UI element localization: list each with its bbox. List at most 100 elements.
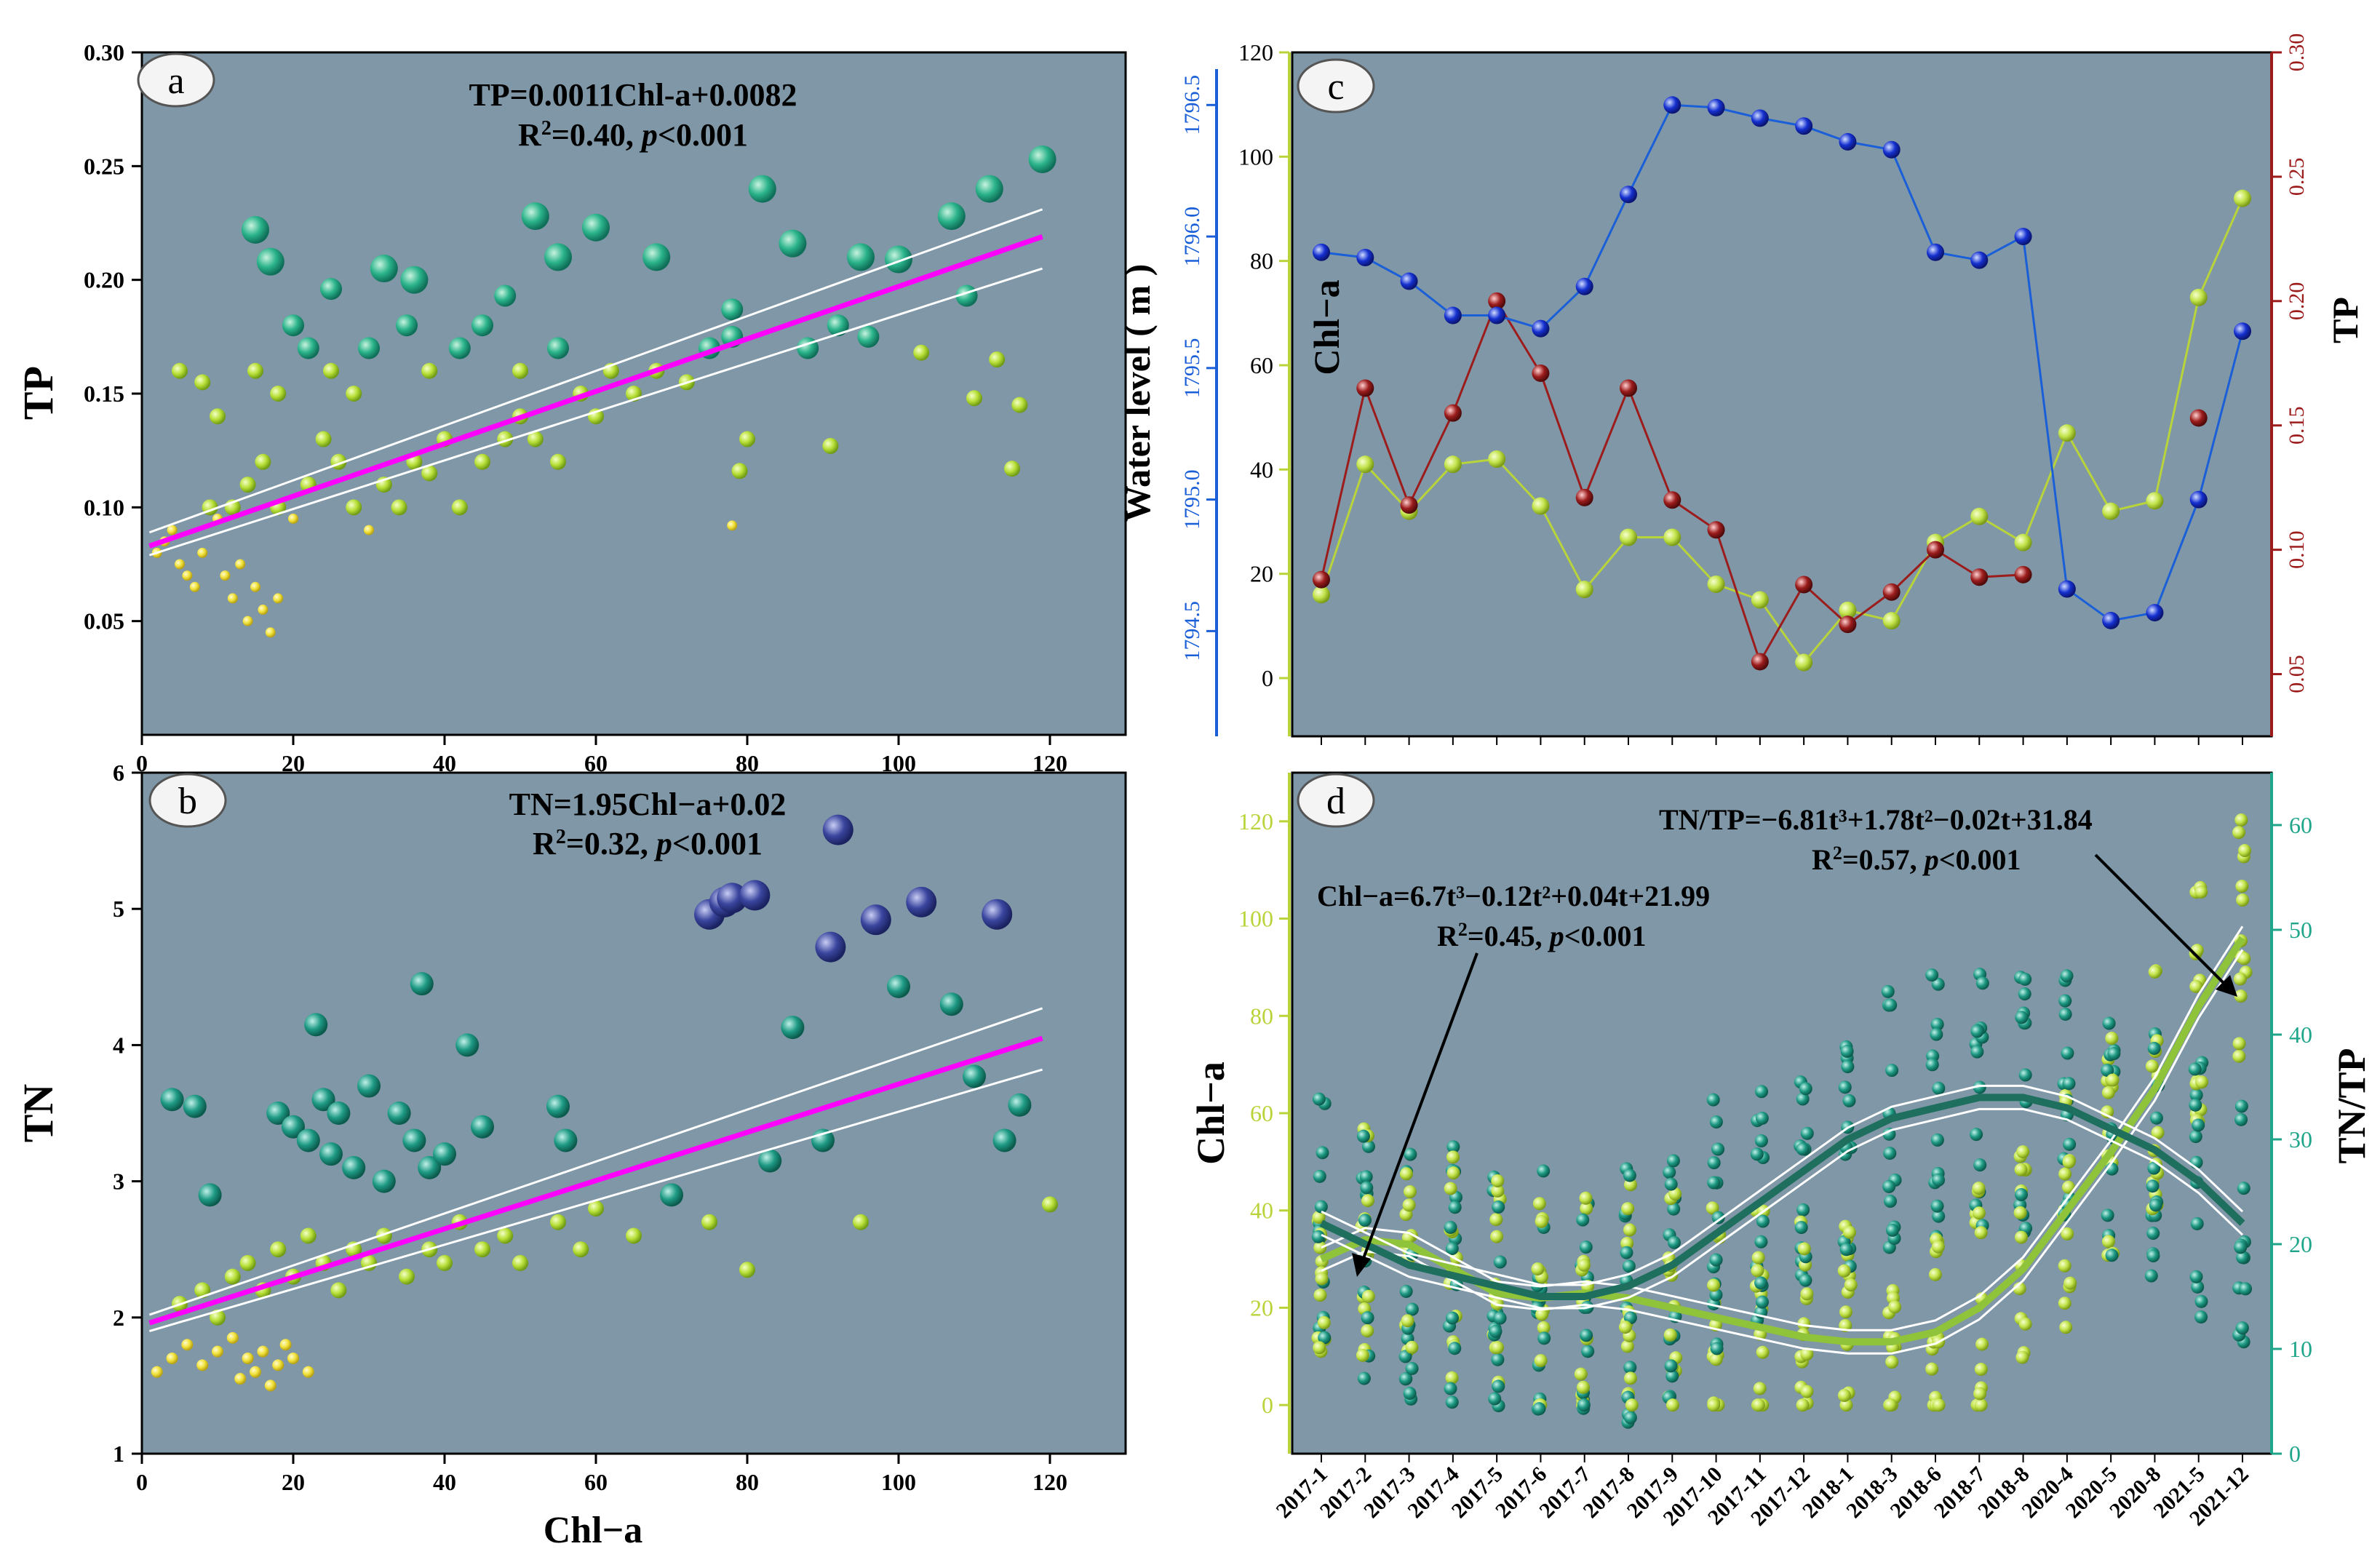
- panel-b-point: [739, 880, 771, 911]
- panel-a-point: [288, 513, 298, 524]
- panel-d-tntp-point: [1622, 1259, 1636, 1273]
- panel-d-chl-point: [1535, 1307, 1549, 1321]
- panel-b-point: [701, 1214, 717, 1230]
- panel-a-point: [265, 627, 276, 638]
- panel-a-point: [421, 465, 438, 482]
- panel-d-tntp-point: [2147, 1041, 2161, 1055]
- panel-c-chl-point: [1575, 581, 1593, 599]
- panel-label-a-badge: a: [137, 52, 215, 108]
- panel-b-point: [963, 1064, 986, 1088]
- panel-a-ytick-label: 0.30: [84, 39, 124, 65]
- panel-d-chl-point: [1574, 1367, 1588, 1381]
- panel-d-chl-point: [1620, 1339, 1634, 1353]
- panel-d-tntp-point: [1930, 1133, 1944, 1147]
- panel-a-equation: TP=0.0011Chl-a+0.0082: [469, 77, 797, 113]
- panel-a-point: [527, 431, 544, 447]
- panel-c-tp-point: [2014, 565, 2032, 584]
- panel-d-tntp-point: [1799, 1082, 1812, 1096]
- panel-d-chl-point: [1884, 1398, 1898, 1412]
- panel-c-tp-point: [1400, 496, 1418, 514]
- panel-b-point: [471, 1115, 494, 1139]
- panel-a-point: [550, 453, 566, 470]
- panel-d-chl-point: [1751, 1251, 1765, 1265]
- panel-b-point: [992, 1128, 1016, 1152]
- panel-b-point: [588, 1200, 604, 1217]
- panel-d-chl-point: [2015, 1350, 2029, 1364]
- panel-d-tntp-point: [1882, 1179, 1896, 1193]
- panel-b-point: [160, 1088, 184, 1112]
- panel-d-tntp-point: [1664, 1359, 1678, 1373]
- panel-c: 0 20 40 60 80 100 120 1794.5 1795.0 1795.5 1796.0 1…: [1180, 33, 2309, 745]
- panel-a-point: [1004, 461, 1020, 477]
- panel-d-tntp-point: [1620, 1246, 1633, 1259]
- panel-a-point: [210, 408, 226, 425]
- panel-d-chl-point: [2063, 1276, 2077, 1290]
- panel-d-tntp-point: [2191, 1280, 2205, 1294]
- panel-c-chl-tick-label: 60: [1250, 352, 1273, 378]
- panel-d-chl-point: [1756, 1345, 1770, 1359]
- panel-d-tntp-point: [1444, 1382, 1457, 1395]
- panel-d-right-tick-label: 0: [2289, 1441, 2301, 1467]
- panel-b-point: [573, 1241, 589, 1258]
- panel-d-tntp-point: [1711, 1211, 1725, 1224]
- panel-b-point: [210, 1309, 226, 1326]
- panel-b-point: [330, 1282, 347, 1299]
- panel-label-c: c: [1327, 66, 1344, 108]
- panel-c-chl-line: [1320, 198, 2244, 664]
- panel-d-chl-point: [2238, 844, 2252, 858]
- panel-c-ylabel-tp: TP: [2325, 297, 2365, 343]
- panel-d-chl-point: [1837, 1388, 1851, 1402]
- panel-b-point: [660, 1183, 683, 1207]
- panel-a-point: [270, 386, 287, 402]
- panel-d-tntp-point: [1663, 1166, 1676, 1179]
- panel-a-point: [748, 175, 776, 203]
- panel-d-chl-point: [2234, 989, 2248, 1003]
- panel-d-tntp-point: [1666, 1154, 1680, 1168]
- panel-d-chl-point: [2018, 1317, 2032, 1331]
- panel-c-wl-point: [2146, 604, 2164, 622]
- panel-b-point: [1042, 1196, 1058, 1213]
- panel-d-plot-area: [1291, 771, 2273, 1455]
- panel-a-ytick-label: 0.15: [84, 381, 124, 407]
- panel-c-wl-point: [2102, 611, 2120, 629]
- panel-d-chl-point: [2014, 1163, 2028, 1176]
- panel-b-point: [224, 1268, 241, 1285]
- panel-d-tntp-point: [1709, 1253, 1723, 1267]
- panel-d-tntp-point: [1448, 1200, 1462, 1214]
- panel-b-point: [418, 1155, 442, 1179]
- panel-a-ytick-label: 0.25: [84, 153, 124, 179]
- panel-d-tntp-point: [1493, 1311, 1507, 1325]
- panel-d-tntp-point: [1491, 1353, 1505, 1366]
- panel-a-point: [400, 266, 429, 294]
- panel-b-ci-lower: [148, 1068, 1043, 1332]
- panel-d-tntp-point: [1841, 1060, 1855, 1074]
- panel-d-chl-point: [1975, 1337, 1989, 1351]
- panel-a-point: [989, 351, 1006, 368]
- panel-c-chl-point: [1620, 528, 1637, 546]
- panel-c-tp-point: [1532, 364, 1550, 382]
- panel-d-tntp-point: [2146, 1227, 2160, 1241]
- panel-d-tntp-point: [1756, 1214, 1770, 1228]
- panel-b-point: [196, 1359, 209, 1371]
- panel-d-chl-point: [1403, 1184, 1417, 1198]
- panel-b-xtick-label: 40: [433, 1469, 456, 1495]
- panel-a-point: [822, 437, 839, 454]
- panel-d-arrow-tntp: [2094, 853, 2232, 991]
- panel-c-chl-point: [1882, 612, 1901, 630]
- panel-d-tntp-point: [1357, 1371, 1371, 1385]
- panel-d-tntp-point: [1884, 998, 1898, 1012]
- panel-d-chl-point: [2233, 972, 2247, 986]
- panel-c-wl-point: [1751, 109, 1769, 127]
- panel-d-chl-point: [2058, 1167, 2072, 1181]
- panel-b-point: [151, 1366, 163, 1378]
- panel-a-fit-line: [148, 234, 1043, 549]
- panel-a-point: [642, 243, 671, 271]
- panel-d-chl-point: [2101, 1086, 2115, 1099]
- panel-d-tntp-point: [1623, 1168, 1636, 1182]
- panel-b-point: [198, 1183, 222, 1207]
- panel-b-ytick-label: 1: [113, 1441, 124, 1467]
- panel-d-chl-point: [1399, 1167, 1413, 1181]
- panel-d-tntp-point: [1883, 1147, 1897, 1160]
- panel-c-plot-area: [1291, 51, 2273, 738]
- panel-d-left-tick-label: 120: [1238, 808, 1273, 835]
